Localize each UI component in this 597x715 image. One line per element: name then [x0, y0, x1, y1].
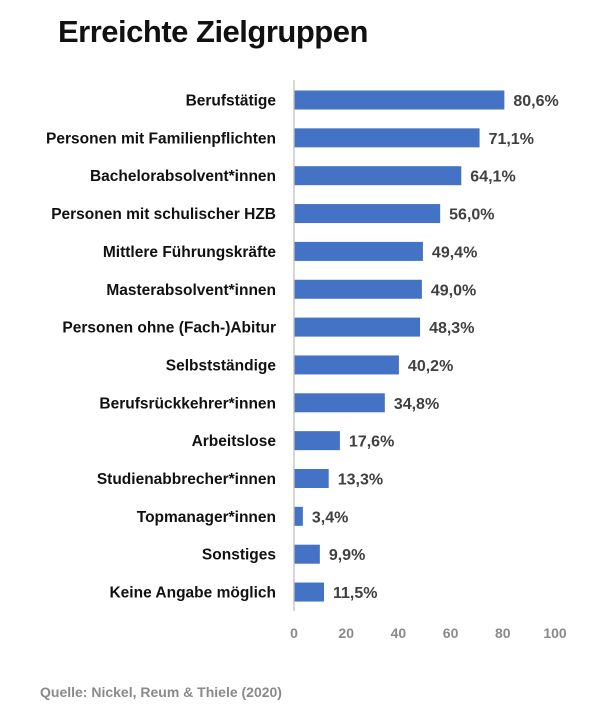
x-tick-label: 80: [495, 625, 511, 641]
bar: [294, 582, 325, 602]
bar: [294, 544, 320, 564]
value-label: 71,1%: [489, 131, 534, 148]
x-tick-label: 20: [338, 625, 354, 641]
bar: [294, 90, 505, 110]
value-label: 17,6%: [349, 434, 394, 451]
bar: [294, 431, 340, 451]
value-label: 40,2%: [408, 358, 453, 375]
value-label: 34,8%: [394, 396, 439, 413]
value-label: 80,6%: [513, 93, 558, 110]
bar: [294, 355, 399, 375]
value-label: 48,3%: [429, 320, 474, 337]
x-tick-label: 0: [290, 625, 298, 641]
bars-group: Berufstätige 80,6% Personen mit Familienpf…: [46, 90, 559, 602]
bar: [294, 241, 423, 261]
category-label: Topmanager*innen: [137, 509, 276, 526]
x-tick-labels: 0 20 40 60 80 100: [290, 625, 567, 641]
category-label: Personen mit schulischer HZB: [51, 206, 276, 223]
value-label: 3,4%: [312, 509, 348, 526]
bar: [294, 469, 329, 488]
bar: [294, 128, 480, 148]
value-label: 9,9%: [329, 547, 365, 564]
category-label: Personen mit Familienpflichten: [46, 130, 276, 147]
x-tick-label: 100: [543, 625, 567, 641]
category-label: Masterabsolvent*innen: [106, 282, 276, 299]
value-label: 13,3%: [338, 472, 383, 489]
category-label: Bachelorabsolvent*innen: [90, 168, 276, 185]
x-tick-label: 60: [443, 625, 459, 641]
chart-title: Erreichte Zielgruppen: [58, 14, 368, 49]
value-label: 49,0%: [431, 282, 476, 299]
bar: [294, 166, 462, 186]
value-label: 64,1%: [470, 169, 515, 186]
category-label: Sonstiges: [202, 547, 276, 564]
value-label: 11,5%: [333, 585, 377, 602]
bar: [294, 204, 441, 224]
value-label: 56,0%: [449, 207, 494, 224]
x-tick-label: 40: [391, 625, 407, 641]
category-label: Studienabbrecher*innen: [97, 471, 276, 488]
category-label: Mittlere Führungskräfte: [103, 244, 276, 261]
category-label: Arbeitslose: [192, 433, 277, 450]
bar: [294, 506, 303, 526]
category-label: Personen ohne (Fach-)Abitur: [62, 320, 276, 337]
bar: [294, 317, 421, 337]
category-label: Keine Angabe möglich: [109, 585, 276, 602]
bar: [294, 393, 385, 413]
source-note: Quelle: Nickel, Reum & Thiele (2020): [40, 684, 282, 700]
bar: [294, 279, 422, 299]
category-label: Selbstständige: [166, 357, 277, 374]
value-label: 49,4%: [432, 244, 477, 261]
category-label: Berufstätige: [186, 93, 277, 110]
category-label: Berufsrückkehrer*innen: [99, 395, 276, 412]
